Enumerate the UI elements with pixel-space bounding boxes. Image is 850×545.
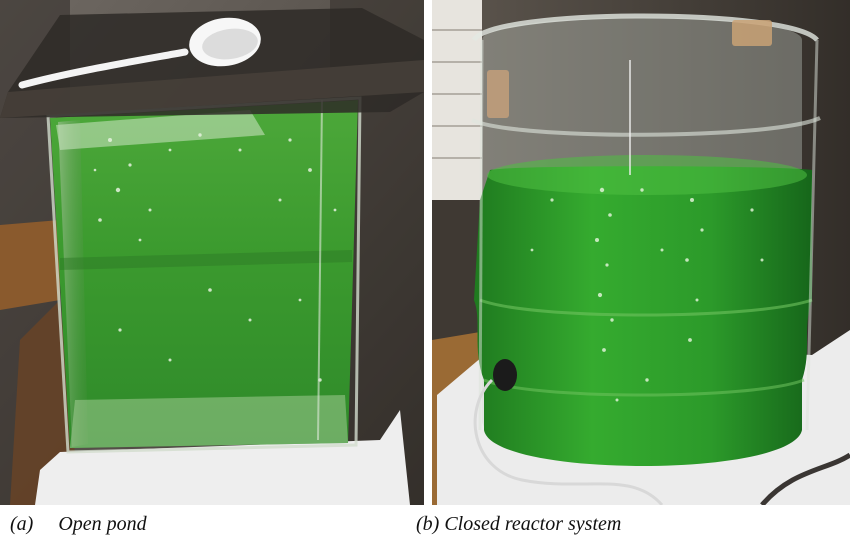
air-tube xyxy=(473,378,664,505)
tank-left-edge-highlight xyxy=(58,120,88,447)
tape-patch-left xyxy=(487,70,509,118)
caption-text: Closed reactor system xyxy=(444,513,622,535)
tape-patch-right xyxy=(732,20,772,46)
air-inlet-port xyxy=(493,359,517,391)
tank-corner xyxy=(317,99,323,441)
power-cable xyxy=(760,452,850,505)
jug-left-edge xyxy=(478,39,484,431)
caption-letter: (a) xyxy=(10,513,34,535)
jug-shoulder xyxy=(471,116,821,137)
photo-closed-reactor xyxy=(432,0,850,505)
jug-rim xyxy=(471,13,819,42)
window-blinds xyxy=(432,0,482,200)
sediment-bottom xyxy=(70,395,348,448)
closed-reactor-illustration xyxy=(432,0,850,505)
caption-open-pond: (a) Open pond xyxy=(10,514,147,534)
jug-right-edge xyxy=(805,39,819,431)
caption-text: Open pond xyxy=(58,513,147,535)
open-pond-illustration xyxy=(0,0,424,505)
jug-ridge-1 xyxy=(479,298,813,317)
white-towel xyxy=(35,410,410,505)
air-bubbles xyxy=(93,133,337,382)
lid-front-edge xyxy=(0,60,424,118)
plastic-ladle xyxy=(18,17,261,89)
green-algae-culture xyxy=(50,100,358,448)
culture-line xyxy=(60,250,352,270)
culture-surface xyxy=(487,155,807,195)
cabinet xyxy=(432,200,482,350)
photo-open-pond xyxy=(0,0,424,505)
wooden-shelf xyxy=(0,220,60,310)
caption-closed-reactor: (b) Closed reactor system xyxy=(416,514,621,534)
caption-letter: (b) xyxy=(416,513,440,535)
air-bubbles xyxy=(530,187,764,402)
